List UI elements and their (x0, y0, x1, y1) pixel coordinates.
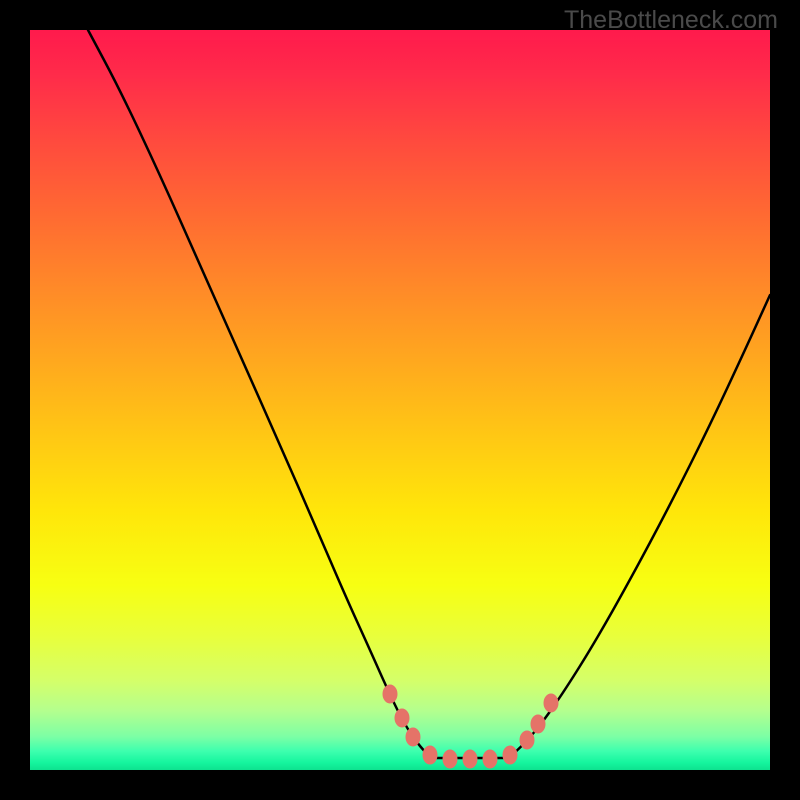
data-marker (503, 746, 517, 764)
data-marker (483, 750, 497, 768)
data-marker (406, 728, 420, 746)
chart-svg (0, 0, 800, 800)
data-marker (520, 731, 534, 749)
chart-outer: TheBottleneck.com (0, 0, 800, 800)
data-marker (383, 685, 397, 703)
plot-background (30, 30, 770, 770)
data-marker (463, 750, 477, 768)
watermark-text: TheBottleneck.com (564, 6, 778, 35)
data-marker (395, 709, 409, 727)
data-marker (423, 746, 437, 764)
data-marker (531, 715, 545, 733)
data-marker (544, 694, 558, 712)
data-marker (443, 750, 457, 768)
